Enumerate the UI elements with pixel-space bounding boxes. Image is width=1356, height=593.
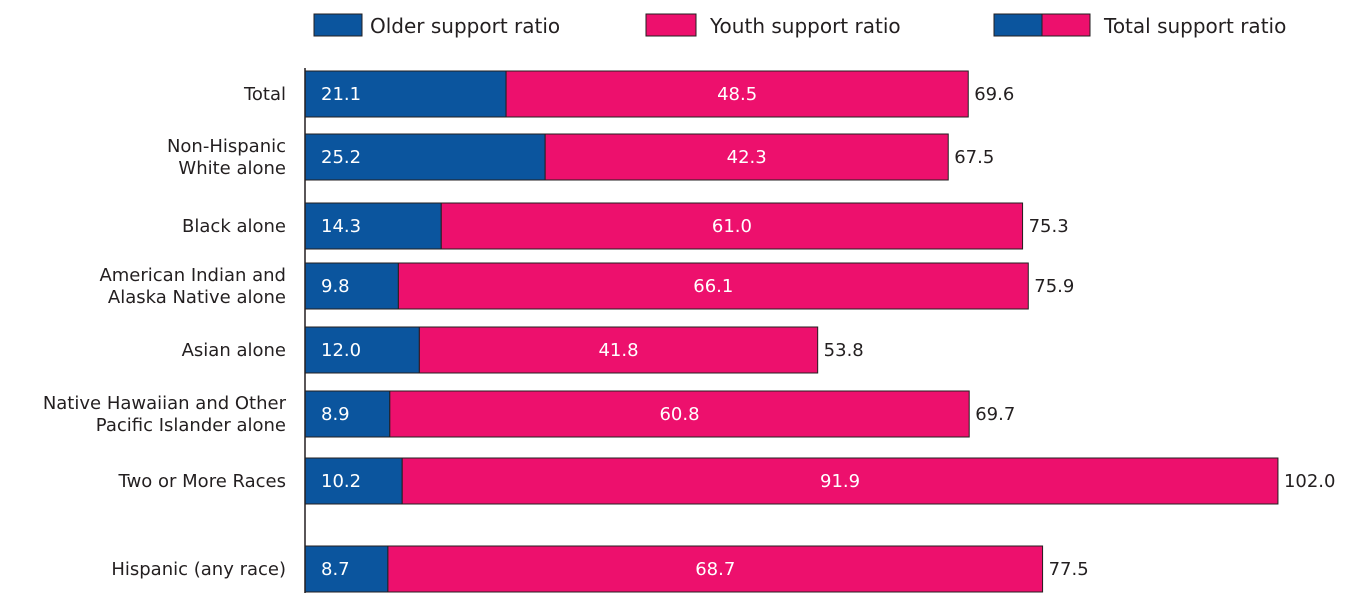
data-label-youth-4: 41.8 <box>598 340 638 361</box>
data-label-total-5: 69.7 <box>975 404 1015 425</box>
legend-swatch-total-1 <box>993 13 1043 37</box>
data-label-youth-0: 48.5 <box>717 84 757 105</box>
data-label-total-0: 69.6 <box>974 84 1014 105</box>
bar-older-3 <box>304 262 399 310</box>
bar-older-0 <box>304 70 507 118</box>
data-label-youth-3: 66.1 <box>693 276 733 297</box>
data-label-older-0: 21.1 <box>321 84 361 105</box>
bar-older-5 <box>304 390 391 438</box>
legend-swatch-total-2 <box>1041 13 1091 37</box>
data-label-total-4: 53.8 <box>824 340 864 361</box>
legend-label-older: Older support ratio <box>370 14 560 38</box>
data-label-youth-5: 60.8 <box>659 404 699 425</box>
legend: Older support ratio Youth support ratio To… <box>313 13 1286 38</box>
data-label-older-5: 8.9 <box>321 404 350 425</box>
bar-youth-5 <box>389 390 970 438</box>
bar-older-7 <box>304 545 389 593</box>
data-label-older-7: 8.7 <box>321 559 350 580</box>
bar-youth-2 <box>440 202 1024 250</box>
bar-youth-1 <box>544 133 949 181</box>
bar-youth-4 <box>418 326 819 374</box>
data-label-older-6: 10.2 <box>321 471 361 492</box>
bar-older-1 <box>304 133 546 181</box>
bar-youth-3 <box>397 262 1029 310</box>
bar-youth-6 <box>401 457 1279 505</box>
category-label-7: Hispanic (any race) <box>111 559 286 580</box>
category-label-3-line-2: Alaska Native alone <box>108 287 286 308</box>
data-label-older-4: 12.0 <box>321 340 361 361</box>
bar-youth-0 <box>505 70 969 118</box>
data-label-youth-6: 91.9 <box>820 471 860 492</box>
category-label-4: Asian alone <box>182 340 286 361</box>
category-label-3-line-1: American Indian and <box>99 265 286 286</box>
data-label-older-3: 9.8 <box>321 276 350 297</box>
category-label-6: Two or More Races <box>118 471 286 492</box>
bar-older-2 <box>304 202 442 250</box>
category-label-1-line-2: White alone <box>178 158 286 179</box>
category-label-2: Black alone <box>182 216 286 237</box>
legend-swatch-youth <box>645 13 697 37</box>
data-label-youth-7: 68.7 <box>695 559 735 580</box>
legend-label-total: Total support ratio <box>1103 14 1286 38</box>
category-label-5-line-1: Native Hawaiian and Other <box>43 393 287 414</box>
legend-label-youth: Youth support ratio <box>709 14 901 38</box>
category-label-1-line-1: Non-Hispanic <box>167 136 286 157</box>
data-label-youth-1: 42.3 <box>727 147 767 168</box>
data-label-total-7: 77.5 <box>1049 559 1089 580</box>
category-label-0: Total <box>243 84 286 105</box>
data-label-youth-2: 61.0 <box>712 216 752 237</box>
bar-youth-7 <box>387 545 1044 593</box>
data-label-total-6: 102.0 <box>1284 471 1336 492</box>
legend-swatch-older <box>313 13 363 37</box>
data-label-older-2: 14.3 <box>321 216 361 237</box>
data-label-total-1: 67.5 <box>954 147 994 168</box>
data-label-total-2: 75.3 <box>1029 216 1069 237</box>
data-label-older-1: 25.2 <box>321 147 361 168</box>
data-label-total-3: 75.9 <box>1034 276 1074 297</box>
bars: 21.1 48.5 69.6 25.2 42.3 67.5 14.3 61.0 75.3 9.8 6… <box>304 70 1336 593</box>
category-label-5-line-2: Pacific Islander alone <box>96 415 286 436</box>
bar-older-6 <box>304 457 403 505</box>
